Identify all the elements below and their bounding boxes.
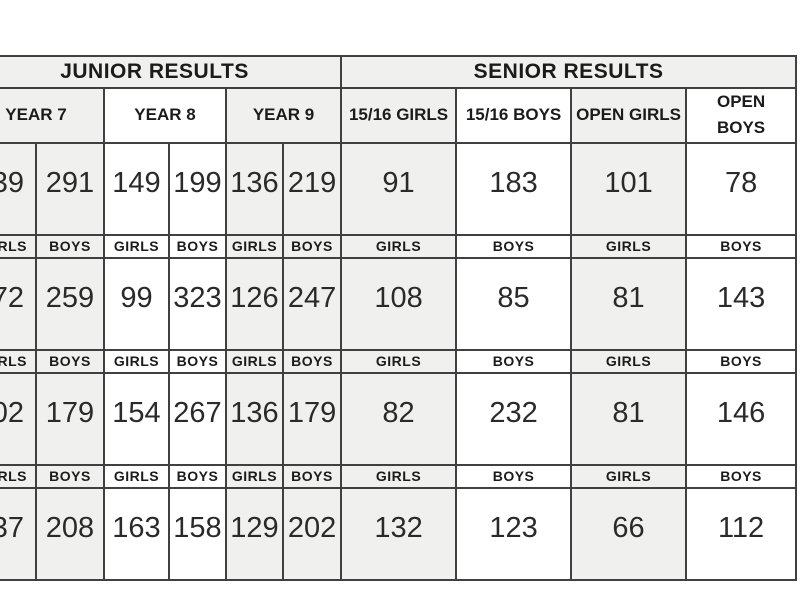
result-cell: 247	[281, 256, 343, 351]
result-cell: 179	[35, 371, 105, 466]
open-boys-header: OPEN BOYS	[685, 87, 798, 144]
result-cell: 183	[455, 141, 573, 236]
result-cell: 85	[455, 256, 573, 351]
junior-results-header: JUNIOR RESULTS	[0, 55, 343, 89]
result-cell: 259	[35, 256, 105, 351]
result-cell: 02	[0, 371, 37, 466]
gender-label: BOYS	[455, 233, 573, 259]
gender-label: BOYS	[35, 463, 105, 489]
result-cell: 136	[225, 371, 284, 466]
gender-label: BOYS	[685, 348, 798, 374]
gender-label: GIRLS	[340, 233, 458, 259]
result-cell: 112	[685, 486, 798, 581]
gender-label: GIRLS	[340, 463, 458, 489]
data-row-3: 02 179 154 267 136 179 82 232 81 146	[0, 371, 798, 466]
result-cell: 199	[168, 141, 227, 236]
gender-label-row-1: GIRLS BOYS GIRLS BOYS GIRLS BOYS GIRLS B…	[0, 233, 798, 259]
result-cell: 323	[168, 256, 227, 351]
gender-label: GIRLS	[225, 463, 284, 489]
result-cell: 37	[0, 486, 37, 581]
senior-results-header: SENIOR RESULTS	[340, 55, 798, 89]
result-cell: 163	[103, 486, 170, 581]
result-cell: 81	[570, 256, 688, 351]
data-row-2: 72 259 99 323 126 247 108 85 81 143	[0, 256, 798, 351]
year7-header: YEAR 7	[0, 87, 105, 144]
gender-label: GIRLS	[225, 233, 284, 259]
gender-label: BOYS	[168, 348, 227, 374]
result-cell: 291	[35, 141, 105, 236]
result-cell: 132	[340, 486, 458, 581]
result-cell: 126	[225, 256, 284, 351]
gender-label: BOYS	[281, 463, 343, 489]
year8-header: YEAR 8	[103, 87, 227, 144]
boys-15-16-header: 15/16 BOYS	[455, 87, 573, 144]
girls-15-16-header: 15/16 GIRLS	[340, 87, 458, 144]
gender-label: GIRLS	[103, 348, 170, 374]
result-cell: 202	[281, 486, 343, 581]
gender-label: BOYS	[35, 348, 105, 374]
gender-label: GIRLS	[0, 348, 37, 374]
data-row-4: 37 208 163 158 129 202 132 123 66 112	[0, 486, 798, 581]
gender-label: GIRLS	[225, 348, 284, 374]
gender-label: GIRLS	[570, 463, 688, 489]
gender-label: BOYS	[281, 348, 343, 374]
year9-header: YEAR 9	[224, 87, 343, 144]
section-header-row: JUNIOR RESULTS SENIOR RESULTS	[0, 55, 798, 89]
result-cell: 66	[570, 486, 688, 581]
gender-label: GIRLS	[570, 233, 688, 259]
result-cell: 146	[685, 371, 798, 466]
open-girls-header: OPEN GIRLS	[570, 87, 688, 144]
result-cell: 129	[225, 486, 284, 581]
result-cell: 136	[225, 141, 284, 236]
gender-label: BOYS	[168, 233, 227, 259]
gender-label: GIRLS	[570, 348, 688, 374]
gender-label: BOYS	[168, 463, 227, 489]
result-cell: 123	[455, 486, 573, 581]
result-cell: 81	[570, 371, 688, 466]
column-header-row: YEAR 7 YEAR 8 YEAR 9 15/16 GIRLS 15/16 B…	[0, 87, 798, 144]
result-cell: 82	[340, 371, 458, 466]
gender-label-row-3: GIRLS BOYS GIRLS BOYS GIRLS BOYS GIRLS B…	[0, 463, 798, 489]
result-cell: 149	[103, 141, 170, 236]
gender-label: BOYS	[35, 233, 105, 259]
data-row-1: 39 291 149 199 136 219 91 183 101 78	[0, 141, 798, 236]
gender-label: BOYS	[685, 463, 798, 489]
gender-label: GIRLS	[103, 463, 170, 489]
gender-label: GIRLS	[0, 233, 37, 259]
result-cell: 154	[103, 371, 170, 466]
result-cell: 219	[281, 141, 343, 236]
result-cell: 101	[570, 141, 688, 236]
results-table-container: JUNIOR RESULTS SENIOR RESULTS YEAR 7 YEA…	[0, 55, 798, 581]
gender-label: BOYS	[455, 463, 573, 489]
result-cell: 78	[685, 141, 798, 236]
result-cell: 108	[340, 256, 458, 351]
result-cell: 99	[103, 256, 170, 351]
gender-label: BOYS	[455, 348, 573, 374]
open-boys-header-label: OPEN BOYS	[716, 92, 766, 138]
result-cell: 267	[168, 371, 227, 466]
gender-label: BOYS	[685, 233, 798, 259]
result-cell: 72	[0, 256, 37, 351]
gender-label: GIRLS	[103, 233, 170, 259]
gender-label: GIRLS	[0, 463, 37, 489]
result-cell: 179	[281, 371, 343, 466]
result-cell: 143	[685, 256, 798, 351]
results-table: JUNIOR RESULTS SENIOR RESULTS YEAR 7 YEA…	[0, 55, 798, 581]
gender-label-row-2: GIRLS BOYS GIRLS BOYS GIRLS BOYS GIRLS B…	[0, 348, 798, 374]
result-cell: 232	[455, 371, 573, 466]
gender-label: GIRLS	[340, 348, 458, 374]
result-cell: 208	[35, 486, 105, 581]
result-cell: 39	[0, 141, 37, 236]
gender-label: BOYS	[281, 233, 343, 259]
result-cell: 158	[168, 486, 227, 581]
result-cell: 91	[340, 141, 458, 236]
